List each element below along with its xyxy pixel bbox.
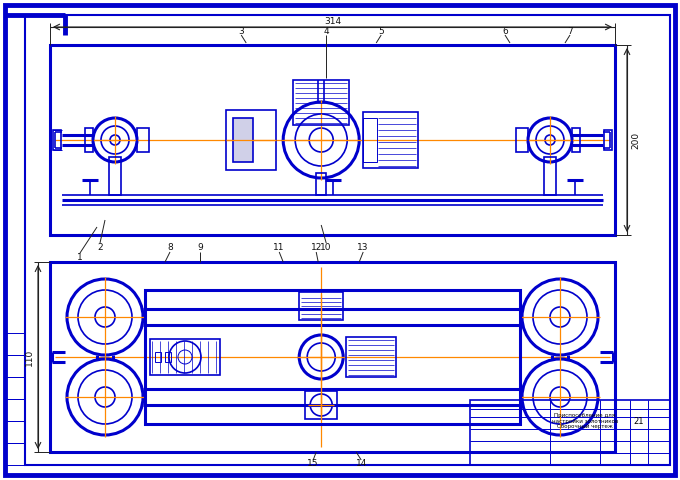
Bar [572,128,580,152]
Bar [604,130,612,150]
Text: 7: 7 [567,26,573,36]
Text: 5: 5 [378,26,384,36]
Bar [5,377,25,399]
Bar [233,118,253,162]
Bar [5,333,25,355]
Text: 9: 9 [197,243,203,252]
Bar [155,352,161,362]
Bar [50,45,615,235]
Text: 12: 12 [311,243,322,252]
Text: 110: 110 [24,348,33,366]
Text: 10: 10 [320,242,332,252]
Bar [137,128,149,152]
Bar [109,157,121,195]
Text: Приспособление для
настройки золотников
Сборочный чертеж: Приспособление для настройки золотников … [552,412,618,430]
Bar [5,399,25,421]
Bar [5,355,25,377]
Text: 4: 4 [324,26,329,36]
Text: 15: 15 [307,459,319,468]
Bar [85,128,93,152]
Bar [5,421,25,443]
Bar [363,118,377,162]
Bar [226,110,276,170]
Bar [5,443,25,465]
Bar [316,173,326,195]
Bar [516,128,528,152]
Bar [150,339,220,375]
Text: 8: 8 [167,243,173,252]
Bar [53,130,61,150]
Bar [145,290,520,424]
Bar [470,400,670,465]
Bar [165,352,171,362]
Bar [299,292,343,320]
Text: 13: 13 [358,243,369,252]
Bar [305,391,337,419]
Text: 21: 21 [634,417,644,425]
Text: 2: 2 [97,242,103,252]
Bar [293,80,350,125]
Text: 1: 1 [77,252,83,262]
Text: 3: 3 [238,26,244,36]
Text: 200: 200 [632,132,641,149]
Bar [363,112,418,168]
Text: 6: 6 [502,26,508,36]
Text: 314: 314 [324,17,341,26]
Bar [544,157,556,195]
Bar [346,337,396,377]
Text: 11: 11 [273,243,285,252]
Bar [50,262,615,452]
Text: 14: 14 [356,459,367,468]
